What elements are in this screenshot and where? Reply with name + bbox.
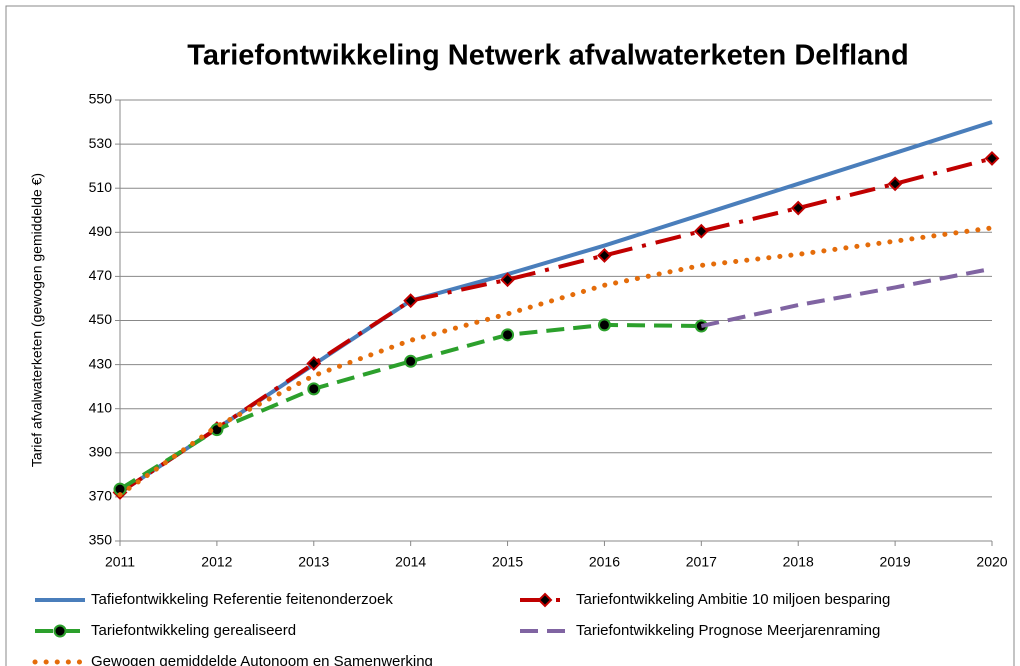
legend-label: Tariefontwikkeling Prognose Meerjarenram… [576,622,880,639]
point [790,200,806,216]
y-tick-label: 550 [89,91,113,107]
x-tick-label: 2017 [686,554,717,570]
point [404,354,418,368]
point [597,248,612,263]
point [984,151,1000,166]
point [500,272,515,288]
x-tick-label: 2011 [105,554,135,570]
x-tick-label: 2014 [395,554,426,570]
legend-label: Tariefontwikkeling Ambitie 10 miljoen be… [576,591,890,608]
y-tick-label: 470 [89,267,113,283]
point [887,176,903,192]
point [501,328,515,342]
legend: Tafiefontwikkeling Referentie feitenonde… [32,591,890,666]
x-tick-label: 2019 [880,554,911,570]
x-tick-label: 2018 [783,554,814,570]
point [306,356,322,371]
y-tick-label: 490 [89,223,113,239]
series-line [118,156,993,495]
x-tick-label: 2013 [298,554,329,570]
point [307,382,321,396]
chart-title: Tariefontwikkeling Netwerk afvalwaterket… [187,40,908,72]
y-axis-label: Tarief afvalwaterketen (gewogen gemiddel… [29,173,45,467]
legend-label: Tariefontwikkeling gerealiseerd [91,622,296,639]
x-tick-label: 2015 [492,554,523,570]
y-tick-label: 410 [89,399,113,415]
series-line [700,266,993,328]
x-tick-label: 2020 [976,554,1007,570]
y-tick-label: 370 [89,488,113,504]
legend-label: Gewogen gemiddelde Autonoom en Samenwerk… [91,653,433,666]
x-tick-label: 2016 [589,554,620,570]
y-tick-label: 510 [89,179,113,195]
y-tick-label: 450 [89,311,113,327]
point [693,223,709,239]
x-tick-label: 2012 [201,554,232,570]
point [53,624,67,638]
y-tick-label: 350 [89,532,113,548]
y-tick-label: 390 [89,444,113,460]
legend-label: Tafiefontwikkeling Referentie feitenonde… [91,591,393,608]
point [403,293,419,309]
point [597,318,611,332]
y-tick-label: 530 [89,135,113,151]
point [537,592,553,608]
series-line [117,225,995,498]
y-tick-label: 430 [89,355,113,371]
